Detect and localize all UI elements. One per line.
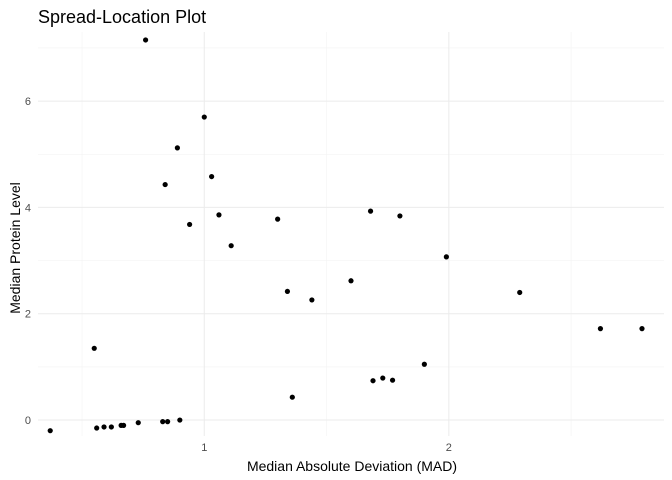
data-point	[160, 419, 166, 425]
data-point	[397, 213, 403, 219]
y-tick-label: 2	[25, 309, 31, 321]
data-point	[108, 424, 114, 430]
data-point	[162, 181, 168, 188]
data-point	[47, 428, 53, 434]
data-point	[91, 345, 97, 351]
data-point	[309, 297, 315, 303]
data-point	[597, 326, 604, 332]
data-point	[120, 422, 127, 428]
data-point	[370, 378, 376, 384]
data-point	[101, 424, 107, 430]
data-point	[165, 419, 171, 425]
data-point	[348, 278, 354, 284]
data-point	[517, 289, 523, 296]
data-point	[142, 37, 149, 43]
data-point	[421, 361, 427, 367]
data-point	[443, 254, 449, 260]
data-point	[367, 208, 374, 214]
x-tick-label: 2	[446, 442, 452, 454]
data-point	[201, 114, 207, 120]
y-tick-label: 0	[25, 415, 31, 427]
x-axis-label: Median Absolute Deviation (MAD)	[247, 458, 457, 474]
data-point	[389, 377, 396, 383]
data-point	[187, 221, 193, 228]
y-tick-label: 4	[25, 202, 31, 214]
data-point	[209, 173, 215, 180]
data-point	[174, 145, 180, 151]
data-point	[94, 425, 100, 431]
data-point	[216, 212, 222, 218]
data-point	[177, 417, 183, 423]
data-point	[639, 326, 645, 332]
y-tick-label: 6	[25, 96, 31, 108]
data-points	[47, 37, 645, 434]
y-axis-label: Median Protein Level	[7, 182, 23, 314]
y-axis-ticks: 0 2 4 6	[25, 96, 31, 427]
x-tick-label: 1	[201, 442, 207, 454]
data-point	[289, 394, 295, 400]
grid-lines	[38, 32, 664, 436]
data-point	[284, 288, 291, 295]
data-point	[380, 375, 386, 381]
data-point	[228, 243, 234, 249]
chart-title: Spread-Location Plot	[38, 7, 206, 27]
data-point	[275, 216, 281, 222]
data-point	[135, 420, 141, 426]
